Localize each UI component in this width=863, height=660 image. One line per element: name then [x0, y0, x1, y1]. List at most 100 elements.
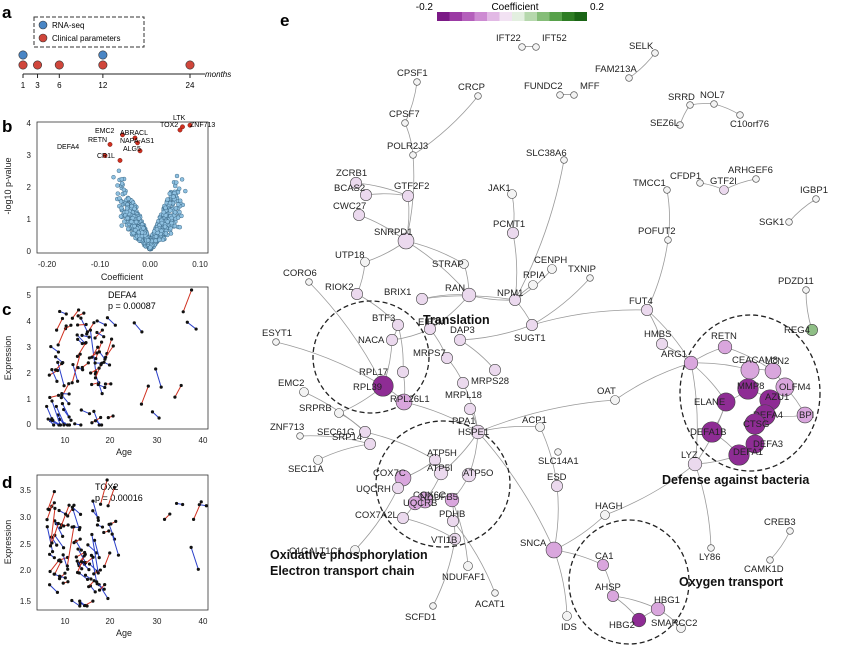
trajectory-point — [78, 604, 82, 608]
volcano-point — [172, 223, 178, 229]
highlight-gene-label: CR1L — [97, 153, 115, 160]
trajectory-point — [78, 537, 82, 541]
panel-d-ytick: 1.5 — [20, 597, 32, 606]
trajectory-point — [87, 356, 91, 360]
trajectory-line — [46, 526, 54, 552]
trajectory-point — [45, 525, 49, 529]
colorbar-swatch — [487, 12, 500, 21]
trajectory-line — [91, 346, 99, 358]
trajectory-point — [92, 538, 97, 542]
trajectory-point — [62, 524, 66, 528]
panel-d-label: d — [2, 473, 12, 492]
volcano-point — [162, 224, 168, 229]
module-outlines — [312, 300, 821, 645]
gene-label: LYZ — [681, 450, 698, 461]
trajectory-point — [204, 504, 208, 508]
volcano-point — [163, 231, 169, 236]
trajectory-point — [58, 574, 62, 578]
trajectory-line — [100, 479, 108, 505]
panel-b-label: b — [2, 117, 12, 136]
gene-label: NDUFAF1 — [442, 572, 485, 583]
trajectory-line — [190, 547, 199, 570]
gene-label: HSPE1 — [458, 427, 489, 438]
network-node — [353, 209, 365, 221]
gene-label: PDHB — [439, 509, 465, 520]
panel-c-ytick: 3 — [27, 343, 32, 352]
panel-d-ylabel: Expression — [3, 520, 13, 565]
colorbar-swatch — [499, 12, 512, 21]
trajectory-point — [65, 423, 70, 427]
network-node — [395, 393, 413, 411]
gene-label: FUNDC2 — [524, 81, 563, 92]
gene-label: IDS — [561, 622, 577, 633]
network-node — [386, 334, 398, 346]
trajectory-line — [140, 385, 149, 405]
rna-seq-visit-marker — [18, 50, 28, 60]
panel-b-xtick: -0.20 — [38, 260, 57, 269]
trajectory-line — [54, 534, 64, 549]
network-node — [545, 541, 563, 559]
gene-label: HBG1 — [654, 595, 680, 606]
volcano-point — [119, 176, 125, 182]
gene-label: COX6C — [413, 490, 446, 501]
gene-label: SRRD — [668, 92, 695, 103]
trajectory-line — [46, 506, 53, 520]
highlight-point — [107, 141, 113, 147]
trajectory-point — [90, 355, 94, 359]
volcano-point — [157, 237, 162, 243]
gene-label: SLC38A6 — [526, 148, 567, 159]
trajectory-point — [62, 384, 66, 388]
highlight-point — [180, 124, 185, 130]
network-node — [528, 280, 538, 290]
gene-label: CA1 — [595, 551, 613, 562]
gene-label: ARG1 — [661, 349, 687, 360]
network-node — [334, 408, 344, 418]
trajectory-point — [97, 588, 102, 592]
trajectory-point — [66, 514, 70, 518]
trajectory-point — [52, 423, 56, 427]
panel-d-ytick: 2.5 — [20, 540, 32, 549]
trajectory-point — [106, 504, 110, 508]
network-node — [716, 392, 736, 412]
trajectory-point — [83, 550, 87, 555]
network-node — [651, 49, 659, 57]
gene-label: OLFM4 — [779, 382, 811, 393]
trajectory-point — [52, 572, 56, 576]
trajectory-point — [93, 590, 97, 594]
trajectory-point — [61, 581, 65, 585]
trajectory-point — [78, 512, 83, 516]
gene-label: CRCP — [458, 82, 485, 93]
trajectory-line — [107, 487, 115, 506]
panel-b-xlabel: Coefficient — [101, 272, 144, 282]
gene-label: TMCC1 — [633, 178, 666, 189]
highlight-point — [132, 135, 138, 141]
volcano-point — [176, 202, 181, 207]
volcano-point — [167, 191, 172, 196]
gene-label: BRIX1 — [384, 287, 411, 298]
colorbar-min-label: -0.2 — [416, 2, 434, 13]
trajectory-point — [157, 416, 161, 420]
trajectory-point — [48, 544, 53, 548]
network-edge — [432, 538, 456, 607]
trajectory-point — [181, 502, 185, 507]
panel-b-plot-frame — [36, 121, 209, 254]
trajectory-point — [64, 312, 68, 316]
colorbar-swatch — [512, 12, 525, 21]
network-node — [775, 377, 795, 397]
trajectory-line — [49, 560, 60, 572]
trajectory-point — [132, 321, 136, 325]
trajectory-point — [82, 554, 86, 558]
network-node — [686, 101, 694, 109]
trajectory-point — [102, 360, 106, 364]
network-edge — [275, 341, 384, 387]
network-node — [457, 377, 469, 389]
volcano-point — [133, 219, 139, 225]
panel-c-ytick: 2 — [27, 369, 32, 378]
gene-label: POFUT2 — [638, 226, 675, 237]
network-node — [402, 190, 414, 202]
trajectory-point — [99, 423, 104, 427]
gene-label: UQCRH — [356, 484, 391, 495]
volcano-point — [183, 188, 188, 194]
panel-c-xtick: 10 — [61, 436, 70, 445]
network-edge — [788, 198, 817, 223]
